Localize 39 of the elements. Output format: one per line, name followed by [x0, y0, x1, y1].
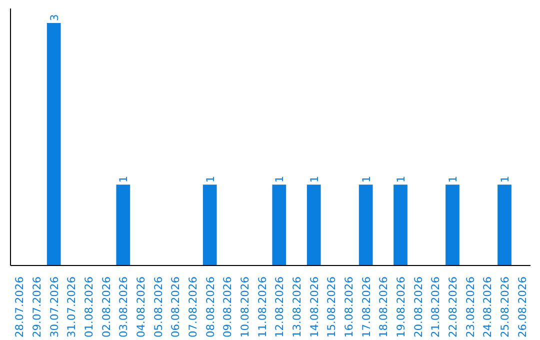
x-tick-label: 08.08.2026	[204, 276, 217, 338]
x-tick-label: 20.08.2026	[412, 276, 425, 338]
data-label: 1	[498, 176, 512, 183]
x-tick-label: 13.08.2026	[290, 276, 304, 338]
x-tick-label: 17.08.2026	[360, 276, 373, 338]
x-tick-label: 19.08.2026	[394, 276, 408, 338]
x-tick-label: 04.08.2026	[134, 276, 148, 338]
data-label: 1	[446, 176, 460, 183]
x-tick-label: 29.07.2026	[30, 276, 44, 338]
data-label: 1	[204, 176, 217, 183]
data-label: 1	[117, 176, 130, 183]
data-label: 1	[360, 176, 373, 183]
x-tick-label: 18.08.2026	[377, 276, 390, 338]
x-tick-label: 06.08.2026	[169, 276, 182, 338]
x-tick-label: 02.08.2026	[100, 276, 113, 338]
x-tick-label: 25.08.2026	[498, 276, 512, 338]
x-tick-label: 12.08.2026	[273, 276, 286, 338]
x-tick-label: 28.07.2026	[13, 276, 26, 338]
x-tick-label: 23.08.2026	[464, 276, 477, 338]
x-tick-label: 22.08.2026	[446, 276, 460, 338]
x-tick-label: 31.07.2026	[65, 276, 78, 338]
x-tick-label: 01.08.2026	[82, 276, 96, 338]
x-tick-label: 11.08.2026	[256, 276, 269, 338]
x-tick-label: 14.08.2026	[308, 276, 321, 338]
x-tick-label: 09.08.2026	[221, 276, 234, 338]
x-tick-label: 15.08.2026	[325, 276, 338, 338]
data-label: 1	[308, 176, 321, 183]
data-label: 1	[273, 176, 286, 183]
data-label: 1	[394, 176, 408, 183]
data-label: 3	[48, 14, 61, 22]
x-tick-label: 07.08.2026	[186, 276, 200, 338]
x-tick-label: 30.07.2026	[48, 276, 61, 338]
x-tick-label: 26.08.2026	[516, 276, 529, 338]
x-tick-label: 16.08.2026	[342, 276, 356, 338]
x-tick-label: 05.08.2026	[152, 276, 165, 338]
x-tick-label: 24.08.2026	[481, 276, 494, 338]
x-tick-label: 10.08.2026	[238, 276, 252, 338]
x-tick-label: 21.08.2026	[429, 276, 442, 338]
x-tick-label: 03.08.2026	[117, 276, 130, 338]
